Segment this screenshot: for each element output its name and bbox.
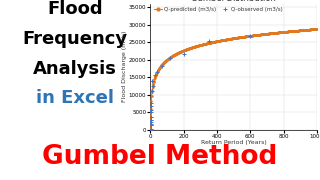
Point xyxy=(148,130,153,133)
Point xyxy=(148,118,153,121)
Text: in Excel: in Excel xyxy=(36,89,114,107)
Point xyxy=(148,128,153,131)
Point xyxy=(148,123,153,126)
Point xyxy=(148,108,153,111)
Point xyxy=(148,123,153,125)
Point xyxy=(148,118,153,121)
Point xyxy=(152,74,157,77)
Point xyxy=(168,56,173,59)
X-axis label: Return Period (Years): Return Period (Years) xyxy=(201,140,267,145)
Point xyxy=(155,71,160,73)
Point xyxy=(181,52,186,55)
Point xyxy=(148,128,153,131)
Y-axis label: Flood Discharge (m³/s): Flood Discharge (m³/s) xyxy=(121,31,127,102)
Point xyxy=(148,132,153,135)
Point xyxy=(149,102,154,104)
Point xyxy=(149,89,155,92)
Text: Flood: Flood xyxy=(47,0,103,18)
Point xyxy=(159,65,164,68)
Point xyxy=(150,84,156,87)
Text: Gumbel Method: Gumbel Method xyxy=(42,144,278,170)
Point xyxy=(148,105,154,107)
Point xyxy=(206,40,211,43)
Point xyxy=(148,116,153,118)
Point xyxy=(148,130,153,132)
Point xyxy=(248,35,253,38)
Point xyxy=(148,116,153,119)
Title: Gumbel Distribution: Gumbel Distribution xyxy=(191,0,276,3)
Point xyxy=(148,127,153,130)
Text: Analysis: Analysis xyxy=(33,60,117,78)
Text: Frequency: Frequency xyxy=(23,30,128,48)
Point xyxy=(148,121,153,124)
Point xyxy=(149,80,154,83)
Legend: Q-predicted (m3/s), Q-observed (m3/s): Q-predicted (m3/s), Q-observed (m3/s) xyxy=(153,6,284,12)
Point xyxy=(148,133,153,136)
Point xyxy=(148,131,153,134)
Point xyxy=(148,123,153,126)
Point xyxy=(148,110,153,113)
